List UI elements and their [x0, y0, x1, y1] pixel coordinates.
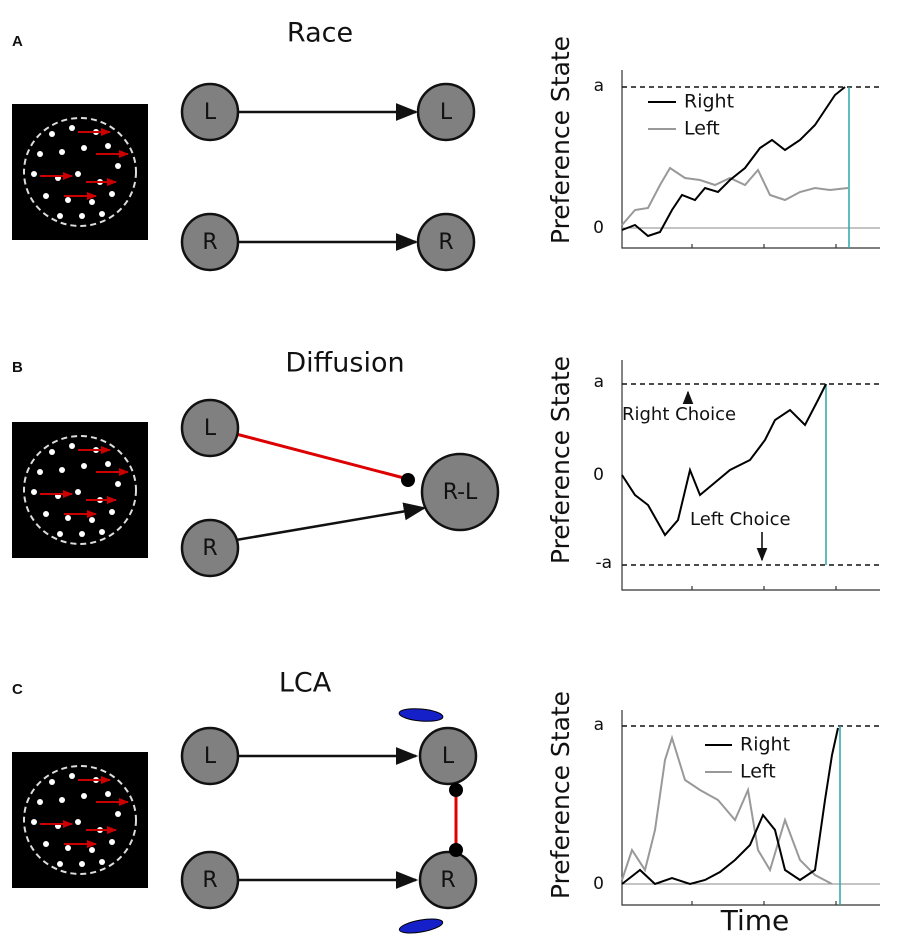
legend-label: Left	[684, 118, 720, 140]
leak	[398, 918, 444, 934]
node-label: L	[442, 744, 455, 769]
node-label: R	[202, 230, 217, 255]
inhibition	[235, 432, 405, 480]
node	[180, 726, 240, 786]
stimulus	[12, 422, 148, 558]
node	[416, 212, 476, 272]
node-label: L	[204, 416, 217, 441]
tick-label: a	[594, 715, 604, 735]
node	[180, 398, 240, 458]
node-label: R	[202, 868, 217, 893]
stimulus	[12, 104, 148, 240]
node	[180, 82, 240, 142]
tick-label: a	[594, 372, 604, 392]
y-axis-label: Preference State	[546, 691, 575, 899]
node-label: R	[202, 536, 217, 561]
panel-title: Diffusion	[285, 348, 404, 379]
tick-label: 0	[593, 465, 604, 485]
inhibition-end	[401, 473, 415, 487]
node-label: R-L	[443, 480, 478, 505]
panel-label: C	[12, 681, 23, 698]
legend-label: Right	[684, 91, 734, 113]
node-label: R	[440, 868, 455, 893]
node	[416, 82, 476, 142]
y-axis-label: Preference State	[546, 36, 575, 244]
panel-label: B	[12, 359, 23, 376]
plot	[621, 710, 880, 906]
tick-label: a	[594, 76, 604, 96]
tick-label: 0	[593, 874, 604, 894]
node	[180, 212, 240, 272]
node	[418, 726, 478, 786]
node-label: L	[204, 100, 217, 125]
panel-title: Race	[287, 18, 353, 49]
node	[180, 518, 240, 578]
arrow	[235, 502, 427, 542]
plot	[621, 70, 880, 249]
panel-label: A	[12, 33, 23, 50]
legend-label: Left	[740, 761, 776, 783]
node	[420, 452, 500, 532]
annotation: Right Choice	[622, 404, 736, 425]
plot	[621, 360, 880, 591]
node-label: L	[440, 100, 453, 125]
leak	[398, 708, 444, 722]
node	[418, 850, 478, 910]
inhibition-end	[449, 843, 463, 857]
inhibition-end	[449, 783, 463, 797]
legend-label: Right	[740, 734, 790, 756]
tick-label: -a	[595, 553, 612, 573]
node	[180, 850, 240, 910]
annotation: Left Choice	[690, 509, 791, 530]
y-axis-label: Preference State	[546, 356, 575, 564]
node-label: L	[204, 744, 217, 769]
tick-label: 0	[593, 218, 604, 238]
stimulus	[12, 752, 148, 888]
node-label: R	[438, 230, 453, 255]
panel-title: LCA	[279, 668, 332, 699]
x-axis-label: Time	[720, 904, 790, 937]
